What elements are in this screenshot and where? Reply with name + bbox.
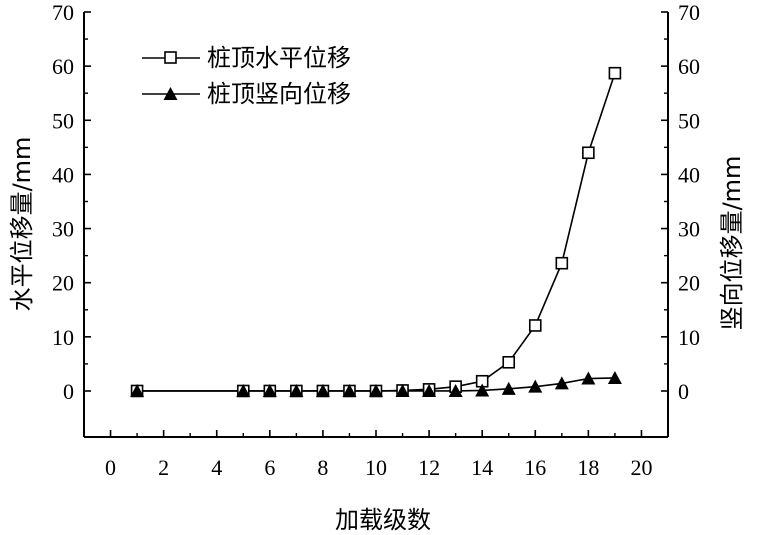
data-point-horizontal [608, 66, 622, 80]
y-tick-label-right: 20 [678, 271, 700, 296]
legend-marker-filled-triangle [163, 87, 178, 100]
y-tick-label-left: 30 [52, 217, 74, 242]
y-tick-label-right: 60 [678, 54, 700, 79]
plot-frame [83, 12, 669, 438]
y-tick-label-left: 20 [52, 271, 74, 296]
legend-item-horizontal: 桩顶水平位移 [142, 44, 351, 72]
data-point-vertical [262, 383, 277, 397]
data-point-vertical [422, 383, 437, 397]
data-point-vertical [607, 370, 622, 384]
x-tick-label: 16 [524, 455, 546, 480]
x-tick-label: 8 [317, 455, 328, 480]
data-point-horizontal [528, 319, 542, 332]
data-point-vertical [395, 383, 410, 397]
y-tick-label-left: 10 [52, 325, 74, 350]
y-tick-label-right: 50 [678, 108, 700, 133]
data-point-vertical [342, 383, 357, 397]
legend-label-horizontal: 桩顶水平位移 [207, 44, 351, 72]
data-point-vertical [130, 383, 145, 397]
data-point-vertical [475, 383, 490, 397]
y-tick-label-right: 10 [678, 325, 700, 350]
data-point-horizontal [582, 146, 595, 160]
data-point-vertical [289, 383, 304, 397]
x-tick-label: 12 [418, 455, 440, 480]
data-point-vertical [369, 383, 383, 397]
x-tick-label: 4 [211, 455, 222, 480]
y-axis-title-left: 水平位移量/mm [8, 137, 36, 312]
data-point-horizontal [555, 256, 569, 270]
data-point-horizontal [502, 355, 516, 369]
series-line-0 [137, 72, 616, 392]
y-tick-label-right: 40 [678, 162, 700, 187]
data-point-vertical [315, 383, 330, 397]
legend: 桩顶水平位移 桩顶竖向位移 [142, 44, 351, 108]
y-tick-label-right: 0 [678, 379, 689, 404]
y-axis-ticks: 0 0 10 10 20 20 30 30 40 40 50 50 60 60 70 70 [52, 0, 700, 404]
legend-marker-open-square [164, 51, 177, 64]
y-axis-title-right: 竖向位移量/mm [718, 156, 746, 331]
y-tick-label-left: 70 [52, 0, 74, 25]
data-point-vertical [448, 383, 463, 397]
y-tick-label-left: 50 [52, 108, 74, 133]
x-tick-label: 6 [264, 455, 275, 480]
data-point-vertical [236, 383, 251, 397]
data-point-vertical [554, 376, 569, 390]
y-tick-label-right: 30 [678, 217, 700, 242]
data-point-vertical [501, 381, 516, 395]
legend-label-vertical: 桩顶竖向位移 [207, 80, 351, 108]
y-tick-label-right: 70 [678, 0, 700, 25]
y-tick-label-left: 40 [52, 162, 74, 187]
y-tick-label-left: 0 [63, 379, 74, 404]
x-tick-label: 18 [577, 455, 599, 480]
x-axis-ticks: 0 2 4 6 8 10 12 14 16 18 20 [105, 430, 652, 480]
x-tick-label: 10 [365, 455, 387, 480]
x-tick-label: 20 [630, 455, 652, 480]
x-tick-label: 0 [105, 455, 116, 480]
y-tick-label-left: 60 [52, 54, 74, 79]
series-line-1 [137, 377, 615, 392]
x-tick-label: 2 [158, 455, 169, 480]
x-tick-label: 14 [471, 455, 493, 480]
legend-item-vertical: 桩顶竖向位移 [142, 80, 351, 108]
data-point-vertical [528, 379, 543, 393]
x-axis-title: 加载级数 [335, 506, 431, 534]
data-point-vertical [581, 371, 596, 385]
series-layer [130, 66, 622, 398]
